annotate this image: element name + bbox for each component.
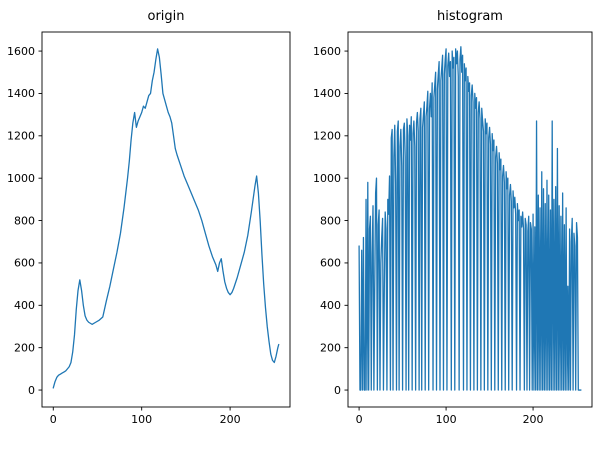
x-tick-label: 200 (220, 413, 241, 426)
y-tick-label: 200 (14, 341, 35, 354)
y-tick-label: 200 (320, 341, 341, 354)
x-tick-label: 0 (356, 413, 363, 426)
y-tick-label: 1600 (313, 45, 341, 58)
data-line (358, 46, 582, 391)
y-tick-label: 1200 (313, 130, 341, 143)
y-tick-label: 600 (320, 257, 341, 270)
y-tick-label: 400 (320, 299, 341, 312)
axes-frame (41, 31, 291, 408)
axes-frame (347, 31, 593, 408)
y-tick-label: 1000 (313, 172, 341, 185)
y-tick-label: 1400 (313, 87, 341, 100)
x-tick-label: 0 (50, 413, 57, 426)
data-line (52, 48, 280, 389)
y-tick-label: 1000 (7, 172, 35, 185)
y-tick-label: 400 (14, 299, 35, 312)
y-tick-label: 0 (28, 384, 35, 397)
y-tick-label: 800 (320, 214, 341, 227)
right-chart-title: histogram (437, 9, 503, 24)
y-tick-label: 1600 (7, 45, 35, 58)
y-tick-label: 0 (334, 384, 341, 397)
y-tick-label: 600 (14, 257, 35, 270)
y-tick-label: 1400 (7, 87, 35, 100)
x-tick-label: 100 (131, 413, 152, 426)
left-chart-title: origin (147, 9, 185, 24)
x-tick-label: 100 (436, 413, 457, 426)
x-tick-label: 200 (523, 413, 544, 426)
y-tick-label: 1200 (7, 130, 35, 143)
y-tick-label: 800 (14, 214, 35, 227)
